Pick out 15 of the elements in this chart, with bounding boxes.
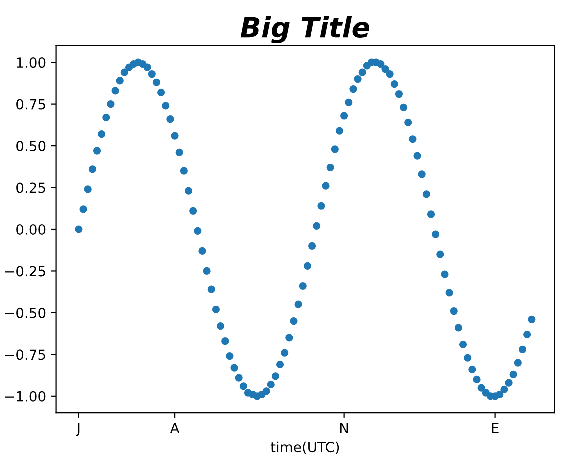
- y-tick-label: −0.50: [5, 308, 46, 318]
- y-tick-label: 0.25: [16, 182, 46, 194]
- y-tick-label: 0.50: [16, 141, 46, 152]
- chart-title: Big Title: [240, 16, 370, 44]
- y-tick-label: 1.00: [17, 58, 46, 68]
- x-tick-label: J: [76, 423, 80, 436]
- x-tick-label: E: [492, 423, 499, 434]
- y-tick-label: 0.75: [16, 99, 46, 110]
- y-tick-label: −0.75: [5, 350, 46, 360]
- y-tick-label: −0.25: [5, 266, 46, 277]
- y-tick-label: 0.00: [16, 224, 46, 235]
- y-tick-label: −1.00: [5, 391, 46, 402]
- x-tick-label: A: [170, 423, 180, 434]
- x-tick-label: N: [340, 423, 348, 434]
- x-axis-title: time(UTC): [270, 442, 340, 454]
